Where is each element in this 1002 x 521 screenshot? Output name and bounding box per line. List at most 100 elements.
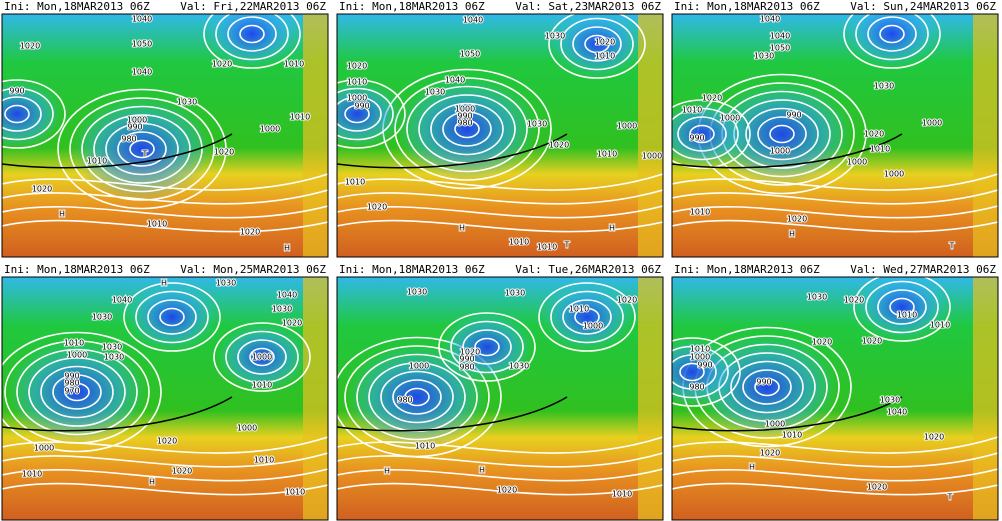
map-area: 1030 103010201010100010009909801020980103…: [337, 277, 663, 520]
isobar-label: 1030: [104, 353, 124, 362]
isobar: [574, 307, 600, 327]
isobar: [2, 482, 328, 496]
isobar: [560, 17, 634, 71]
isobar: [337, 189, 663, 205]
isobar-label: 1000: [847, 158, 867, 167]
isobar: [889, 297, 915, 317]
isobar-label: 1010: [690, 345, 710, 354]
isobar-label: 1030: [527, 120, 547, 129]
isobar: [877, 289, 927, 325]
isobar: [129, 139, 155, 159]
isobar-label: 990: [64, 372, 79, 381]
isobar: [69, 97, 215, 201]
isobar-label: 1010: [612, 490, 632, 499]
isobar-label: 1010: [64, 339, 84, 348]
isobar: [337, 173, 663, 191]
isobar: [4, 104, 30, 124]
map-border: [671, 276, 999, 521]
isobar: [147, 299, 197, 335]
isobar-label: H: [459, 224, 465, 233]
isobar-label: H: [789, 230, 795, 239]
map-border: [336, 13, 664, 258]
front-line: [2, 396, 233, 432]
isobar-label: 1040: [132, 68, 152, 77]
isobar-label: 1050: [132, 40, 152, 49]
isobar: [337, 219, 663, 233]
isobar-label: 1040: [445, 76, 465, 85]
isobar: [2, 173, 328, 191]
isobar-label: T: [142, 150, 148, 159]
isobar-label: 1040: [760, 15, 780, 24]
isobar-label: 990: [9, 87, 24, 96]
isobar: [438, 312, 536, 382]
isobar: [2, 331, 162, 453]
isobar-label: 1010: [897, 311, 917, 320]
isobar: [227, 16, 277, 52]
isobar: [548, 14, 646, 79]
isobar: [213, 322, 311, 392]
isobar-label: 990: [786, 111, 801, 120]
isobar-label: 1000: [34, 444, 54, 453]
valid-time: Val: Sat,23MAR2013 06Z: [515, 0, 661, 13]
isobar-label: 1040: [277, 291, 297, 300]
isobar: [380, 370, 454, 424]
low-pressure-shade: [397, 76, 537, 182]
low-pressure-shade: [542, 283, 632, 351]
map-area: 1040104010501030102010101000990990100010…: [672, 14, 998, 257]
isobar-label: 1020: [760, 449, 780, 458]
isobar-label: 1020: [844, 296, 864, 305]
isobar: [754, 377, 780, 397]
isobar: [117, 131, 167, 167]
isobar: [672, 482, 998, 496]
forecast-panel: Ini: Mon,18MAR2013 06Z Val: Mon,25MAR2013…: [1, 263, 329, 521]
isobar-label: T: [949, 242, 955, 251]
isobar-label: 1020: [212, 60, 232, 69]
valid-time: Val: Mon,25MAR2013 06Z: [180, 263, 326, 276]
isobar: [672, 173, 998, 191]
isobar-label: 1000: [922, 119, 942, 128]
isobar-label: 990: [756, 378, 771, 387]
low-pressure-shade: [217, 323, 307, 391]
isobar: [404, 387, 430, 407]
isobar: [689, 124, 715, 144]
isobar-label: 1010: [252, 381, 272, 390]
isobar: [679, 362, 705, 382]
east-warm-band: [303, 277, 328, 520]
isobar-label: 1000: [765, 420, 785, 429]
isobar-label: 1020: [20, 42, 40, 51]
isobar: [584, 34, 610, 54]
isobar-label: H: [479, 466, 485, 475]
isobar-label: 1020: [497, 486, 517, 495]
isobar-label: 1020: [787, 215, 807, 224]
isobar-label: 1000: [260, 125, 280, 134]
low-pressure-shade: [72, 96, 212, 202]
isobar: [159, 307, 185, 327]
isobar-label: 1020: [702, 94, 722, 103]
isobar-label: 1040: [770, 32, 790, 41]
isobar: [757, 116, 807, 152]
isobar: [337, 452, 663, 468]
east-warm-band: [973, 14, 998, 257]
isobar-label: 990: [127, 123, 142, 132]
isobar: [2, 96, 42, 132]
isobar: [2, 79, 66, 149]
isobar-label: 1000: [455, 105, 475, 114]
isobar: [550, 290, 624, 344]
isobar-label: 980: [689, 383, 704, 392]
isobar: [450, 320, 524, 374]
isobar: [538, 282, 636, 352]
map-area: 1040103010201010102010101000990105010401…: [337, 14, 663, 257]
isobar: [392, 379, 442, 415]
low-pressure-shade: [7, 339, 147, 445]
isobar-label: 980: [121, 135, 136, 144]
east-warm-band: [303, 14, 328, 257]
valid-time: Val: Tue,26MAR2013 06Z: [515, 263, 661, 276]
isobar-label: 1020: [867, 483, 887, 492]
isobar-label: 980: [459, 363, 474, 372]
isobar: [16, 348, 138, 436]
map-border: [336, 276, 664, 521]
isobar-label: 1020: [282, 319, 302, 328]
isobar-label: 980: [64, 379, 79, 388]
isobar: [337, 482, 663, 496]
